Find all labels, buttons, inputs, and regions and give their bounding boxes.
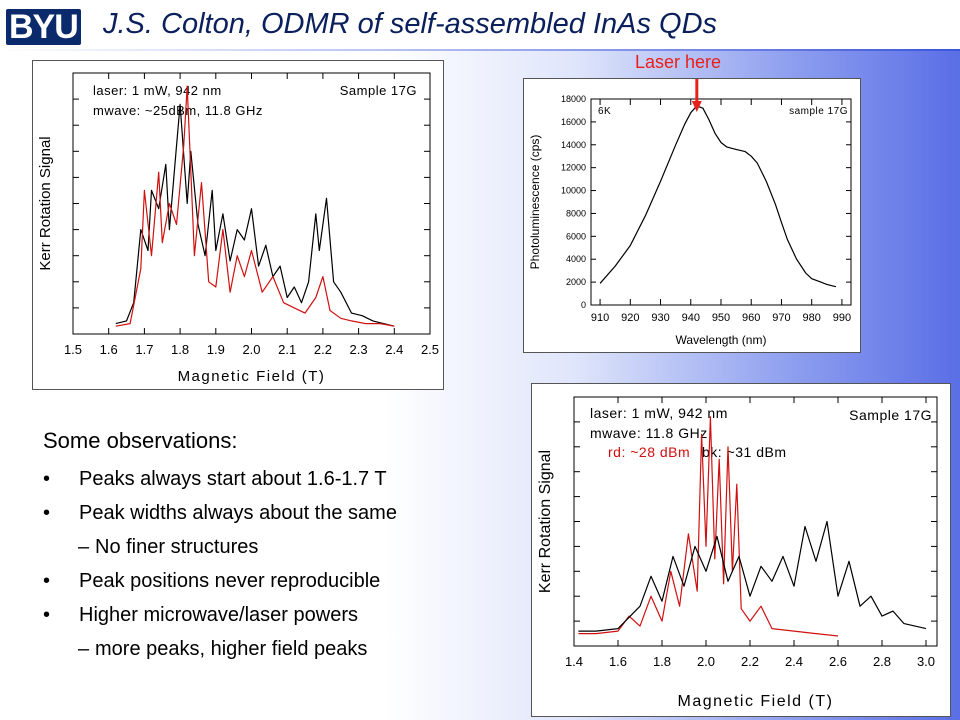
- x-tick-label: 2.2: [314, 342, 332, 357]
- observation-item: Higher microwave/laser powers: [43, 598, 397, 632]
- chart-annotation: laser: 1 mW, 942 nm: [590, 405, 728, 421]
- laser-arrowhead-icon: [691, 101, 702, 112]
- x-tick-label: 2.6: [829, 654, 847, 669]
- chart-annotation: mwave: 11.8 GHz: [590, 425, 708, 441]
- y-tick-label: 6000: [566, 231, 586, 241]
- laser-annotation: Laser here: [635, 52, 722, 72]
- chart-annotation: sample 17G: [789, 106, 848, 117]
- x-tick-label: 980: [803, 312, 821, 324]
- pl-chart: 910 920 930 940 950 960 970 980 990 0 2000 4000 6000…: [528, 79, 852, 347]
- y-tick-label: 12000: [561, 163, 586, 173]
- x-tick-label: 2.4: [785, 654, 803, 669]
- series-line-red: [115, 85, 395, 327]
- series-line-red: [578, 416, 839, 637]
- x-tick-label: 940: [682, 312, 700, 324]
- x-tick-label: 2.0: [697, 654, 715, 669]
- title-bar: [0, 0, 960, 50]
- y-tick-label: 14000: [561, 140, 586, 150]
- chart-annotation: 6K: [598, 106, 611, 117]
- observation-item: Peak positions never reproducible: [43, 564, 397, 598]
- kerr-chart-2: 1.4 1.6 1.8 2.0 2.2 2.4 2.6 2.8 3.0 Magnetic Fiel…: [537, 396, 938, 710]
- y-axis-label: Kerr Rotation Signal: [537, 450, 554, 593]
- chart-annotation: Sample 17G: [340, 83, 417, 98]
- x-tick-label: 1.8: [171, 342, 189, 357]
- x-tick-label: 2.4: [385, 342, 403, 357]
- series-line-black: [599, 105, 837, 288]
- x-tick-label: 2.0: [242, 342, 260, 357]
- kerr-chart-1: 1.5 1.6 1.7 1.8 1.9 2.0 2.1 2.2 2.3 2.4 2.5 Magneti…: [37, 72, 439, 385]
- x-axis-label: Magnetic Field (T): [178, 368, 326, 385]
- byu-logo: BYU: [6, 8, 81, 46]
- x-tick-label: 1.9: [207, 342, 225, 357]
- dash: –: [78, 638, 90, 660]
- observation-subitem-text: more peaks, higher field peaks: [95, 638, 368, 660]
- x-tick-label: 930: [651, 312, 669, 324]
- series-line-black: [578, 520, 927, 632]
- x-tick-label: 1.8: [653, 654, 671, 669]
- x-tick-label: 1.6: [609, 654, 627, 669]
- chart-annotation: Sample 17G: [849, 407, 932, 423]
- x-tick-label: 1.7: [135, 342, 153, 357]
- observations-heading: Some observations:: [43, 428, 238, 453]
- pl-chart-panel: 910 920 930 940 950 960 970 980 990 0 2000 4000 6000…: [523, 78, 861, 353]
- y-tick-label: 16000: [561, 117, 586, 127]
- x-tick-label: 920: [621, 312, 639, 324]
- x-tick-label: 990: [833, 312, 851, 324]
- observation-item: Peaks always start about 1.6-1.7 T: [43, 462, 397, 496]
- x-axis-label: Wavelength (nm): [676, 333, 767, 347]
- x-tick-label: 2.2: [741, 654, 759, 669]
- x-tick-label: 910: [591, 312, 609, 324]
- chart-annotation: rd: ~28 dBm: [608, 444, 690, 460]
- logo-box: BYU: [6, 7, 81, 46]
- page-title: J.S. Colton, ODMR of self-assembled InAs…: [103, 8, 718, 40]
- x-tick-label: 2.5: [421, 342, 439, 357]
- logo-text: BYU: [9, 7, 79, 46]
- x-tick-label: 1.4: [565, 654, 583, 669]
- y-tick-label: 2000: [566, 277, 586, 287]
- x-tick-label: 1.6: [100, 342, 118, 357]
- title-divider: [0, 49, 960, 51]
- x-axis-label: Magnetic Field (T): [678, 693, 834, 710]
- y-tick-label: 0: [581, 300, 586, 310]
- x-tick-label: 2.1: [278, 342, 296, 357]
- observation-item: Peak widths always about the same: [43, 496, 397, 530]
- y-tick-label: 10000: [561, 186, 586, 196]
- x-tick-label: 2.3: [350, 342, 368, 357]
- observations-list: Peaks always start about 1.6-1.7 T Peak …: [43, 462, 397, 666]
- x-tick-label: 3.0: [917, 654, 935, 669]
- y-axis-label: Kerr Rotation Signal: [37, 136, 54, 270]
- dash: –: [78, 536, 90, 558]
- x-tick-label: 2.8: [873, 654, 891, 669]
- observation-subitem-text: No finer structures: [95, 536, 259, 558]
- chart-annotation: mwave: ~25dBm, 11.8 GHz: [93, 103, 263, 118]
- kerr-chart-1-panel: 1.5 1.6 1.7 1.8 1.9 2.0 2.1 2.2 2.3 2.4 2.5 Magneti…: [32, 60, 444, 390]
- observation-subitem: – more peaks, higher field peaks: [43, 632, 397, 666]
- series-line-black: [115, 103, 395, 327]
- y-tick-label: 8000: [566, 208, 586, 218]
- chart-annotation: bk: ~31 dBm: [702, 444, 787, 460]
- y-tick-label: 18000: [561, 94, 586, 104]
- x-tick-label: 1.5: [64, 342, 82, 357]
- observations: Some observations: Peaks always start ab…: [43, 428, 397, 666]
- plot-frame: [590, 98, 852, 306]
- x-tick-label: 970: [772, 312, 790, 324]
- x-tick-label: 960: [742, 312, 760, 324]
- y-axis-label: Photoluminescence (cps): [528, 135, 542, 270]
- chart-annotation: laser: 1 mW, 942 nm: [93, 83, 222, 98]
- x-tick-label: 950: [712, 312, 730, 324]
- kerr-chart-2-panel: 1.4 1.6 1.8 2.0 2.2 2.4 2.6 2.8 3.0 Magnetic Fiel…: [531, 383, 951, 717]
- y-tick-label: 4000: [566, 254, 586, 264]
- observation-subitem: – No finer structures: [43, 530, 397, 564]
